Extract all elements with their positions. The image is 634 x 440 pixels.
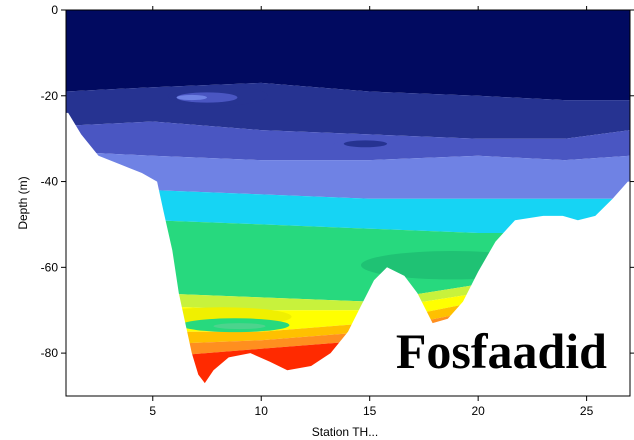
x-tick-label: 20: [471, 404, 485, 418]
y-tick-label: 0: [51, 3, 58, 17]
contour-feature-8: [344, 140, 387, 147]
y-axis-title: Depth (m): [16, 176, 30, 229]
x-tick-label: 25: [580, 404, 594, 418]
y-tick-label: -40: [41, 175, 59, 189]
y-tick-label: -80: [41, 346, 59, 360]
contour-feature-2: [214, 323, 266, 329]
y-tick-label: -60: [41, 260, 59, 274]
x-tick-label: 15: [363, 404, 377, 418]
chart-title: Fosfaadid: [396, 323, 607, 379]
x-tick-label: 10: [255, 404, 269, 418]
contour-feature-6: [177, 95, 207, 100]
contour-band-0: [66, 10, 630, 100]
x-tick-label: 5: [149, 404, 156, 418]
x-axis-title: Station TH...: [312, 425, 378, 439]
y-tick-label: -20: [41, 89, 59, 103]
